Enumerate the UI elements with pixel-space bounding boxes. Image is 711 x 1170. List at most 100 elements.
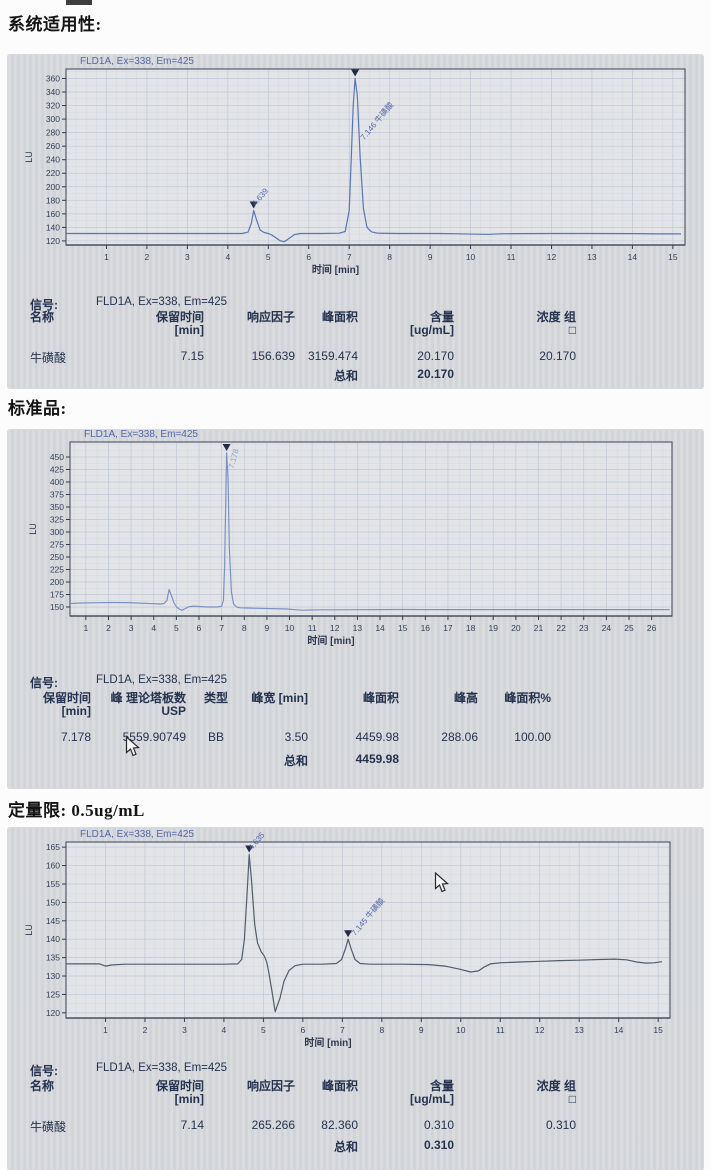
mouse-cursor-icon xyxy=(434,872,449,893)
svg-text:425: 425 xyxy=(50,465,64,475)
svg-text:280: 280 xyxy=(46,128,60,138)
peak-table-header-row: 保留时间 [min] 峰 理论塔板数 USP 类型 峰宽 [min] 峰面积 峰高 … xyxy=(8,692,551,717)
svg-text:21: 21 xyxy=(534,623,544,633)
section-title-loq: 定量限: 0.5ug/mL xyxy=(8,801,145,820)
svg-text:11: 11 xyxy=(507,252,516,262)
peak-table-sum-row: 总和 4459.98 xyxy=(8,752,551,769)
section-title-system-suitability: 系统适用性: xyxy=(8,15,102,34)
cell-peak-area: 82.360 xyxy=(321,1118,358,1132)
svg-text:2: 2 xyxy=(106,623,111,633)
svg-text:14: 14 xyxy=(614,1025,624,1035)
svg-text:350: 350 xyxy=(50,502,64,512)
section-title-standard: 标准品: xyxy=(8,399,67,418)
cell-peak-width: 3.50 xyxy=(284,730,308,744)
cell-peak-area-percent: 100.00 xyxy=(514,730,551,744)
svg-text:23: 23 xyxy=(579,623,589,633)
cell-name: 牛磺酸 xyxy=(30,1120,67,1134)
svg-text:时间 [min]: 时间 [min] xyxy=(307,634,354,647)
report-screenshot-system-suitability: 120 140 160 180 200 220 240 260 280 300 320 340 360 1… xyxy=(8,55,703,388)
svg-text:17: 17 xyxy=(443,623,453,633)
svg-text:15: 15 xyxy=(653,1025,663,1035)
col-header-peak-area: 峰面积 xyxy=(362,691,399,705)
svg-text:180: 180 xyxy=(46,195,60,205)
svg-text:300: 300 xyxy=(46,114,60,124)
svg-text:8: 8 xyxy=(242,623,247,633)
svg-text:375: 375 xyxy=(50,490,64,500)
svg-text:300: 300 xyxy=(50,527,64,537)
peak-table-data-row: 7.178 5559.90749 BB 3.50 4459.98 288.06 … xyxy=(8,730,551,744)
svg-text:225: 225 xyxy=(50,565,64,575)
svg-text:13: 13 xyxy=(574,1025,584,1035)
svg-text:340: 340 xyxy=(46,87,60,97)
col-header-content: 含量 [ug/mL] xyxy=(410,310,454,337)
svg-text:13: 13 xyxy=(353,623,363,633)
svg-text:4: 4 xyxy=(222,1025,227,1035)
peak-table-header-row: 名称 保留时间 [min] 响应因子 峰面积 含量 [ug/mL] 浓度 组 □ xyxy=(8,311,576,336)
svg-text:275: 275 xyxy=(50,540,64,550)
col-header-name: 名称 xyxy=(30,1079,55,1093)
svg-text:20: 20 xyxy=(511,623,521,633)
svg-text:10: 10 xyxy=(456,1025,466,1035)
svg-text:7: 7 xyxy=(340,1025,345,1035)
svg-text:时间 [min]: 时间 [min] xyxy=(304,1036,351,1049)
svg-text:2: 2 xyxy=(145,252,150,262)
svg-text:15: 15 xyxy=(398,623,408,633)
svg-text:155: 155 xyxy=(46,879,60,889)
svg-text:26: 26 xyxy=(647,623,657,633)
svg-text:16: 16 xyxy=(421,623,431,633)
svg-text:12: 12 xyxy=(535,1025,545,1035)
svg-text:LU: LU xyxy=(24,924,34,936)
svg-text:12: 12 xyxy=(547,252,557,262)
svg-text:8: 8 xyxy=(379,1025,384,1035)
svg-text:FLD1A, Ex=338, Em=425: FLD1A, Ex=338, Em=425 xyxy=(80,829,194,840)
col-header-peak-area: 峰面积 xyxy=(321,310,358,324)
svg-text:135: 135 xyxy=(46,953,60,963)
svg-text:200: 200 xyxy=(46,182,60,192)
peak-table-sum-row: 总和 20.170 xyxy=(8,367,576,384)
svg-text:220: 220 xyxy=(46,168,60,178)
report-screenshot-loq: 120 125 130 135 140 145 150 155 160 165 1 2 3 4 5 6 7 8 9 1… xyxy=(8,828,703,1170)
signal-label: 信号: xyxy=(30,298,58,312)
cell-retention-time: 7.14 xyxy=(180,1118,204,1132)
svg-text:250: 250 xyxy=(50,552,64,562)
svg-text:14: 14 xyxy=(375,623,385,633)
svg-text:1: 1 xyxy=(104,252,109,262)
cell-content: 0.310 xyxy=(423,1118,454,1132)
svg-text:6: 6 xyxy=(197,623,202,633)
svg-text:4: 4 xyxy=(225,252,230,262)
sum-label: 总和 xyxy=(333,1140,358,1154)
svg-text:140: 140 xyxy=(46,934,60,944)
svg-text:360: 360 xyxy=(46,73,60,83)
svg-text:9: 9 xyxy=(265,623,270,633)
cell-concentration: 0.310 xyxy=(545,1118,576,1132)
svg-text:200: 200 xyxy=(50,577,64,587)
col-header-concentration-group: 浓度 组 □ xyxy=(536,1079,576,1106)
svg-text:130: 130 xyxy=(46,971,60,981)
svg-text:24: 24 xyxy=(602,623,612,633)
svg-text:7: 7 xyxy=(347,252,352,262)
col-header-response-factor: 响应因子 xyxy=(246,310,295,324)
svg-text:14: 14 xyxy=(628,252,638,262)
svg-text:FLD1A, Ex=338, Em=425: FLD1A, Ex=338, Em=425 xyxy=(84,430,198,440)
svg-text:6: 6 xyxy=(300,1025,305,1035)
svg-text:4: 4 xyxy=(151,623,156,633)
svg-text:22: 22 xyxy=(556,623,566,633)
cell-peak-height: 288.06 xyxy=(441,730,478,744)
svg-text:6: 6 xyxy=(306,252,311,262)
signal-value: FLD1A, Ex=338, Em=425 xyxy=(96,1062,228,1074)
svg-text:5: 5 xyxy=(174,623,179,633)
svg-text:1: 1 xyxy=(103,1025,108,1035)
col-header-name: 名称 xyxy=(30,310,55,324)
cell-theoretical-plates: 5559.90749 xyxy=(122,730,186,744)
col-header-theoretical-plates: 峰 理论塔板数 USP xyxy=(110,691,186,718)
svg-text:8: 8 xyxy=(387,252,392,262)
report-screenshot-standard: 150 175 200 225 250 275 300 325 350 375 400 425 450 1… xyxy=(8,430,703,788)
svg-text:7: 7 xyxy=(219,623,224,633)
svg-text:325: 325 xyxy=(50,515,64,525)
sum-value: 0.310 xyxy=(423,1138,454,1152)
mouse-cursor-icon xyxy=(125,736,140,757)
col-header-peak-height: 峰高 xyxy=(453,691,478,705)
svg-text:12: 12 xyxy=(330,623,340,633)
